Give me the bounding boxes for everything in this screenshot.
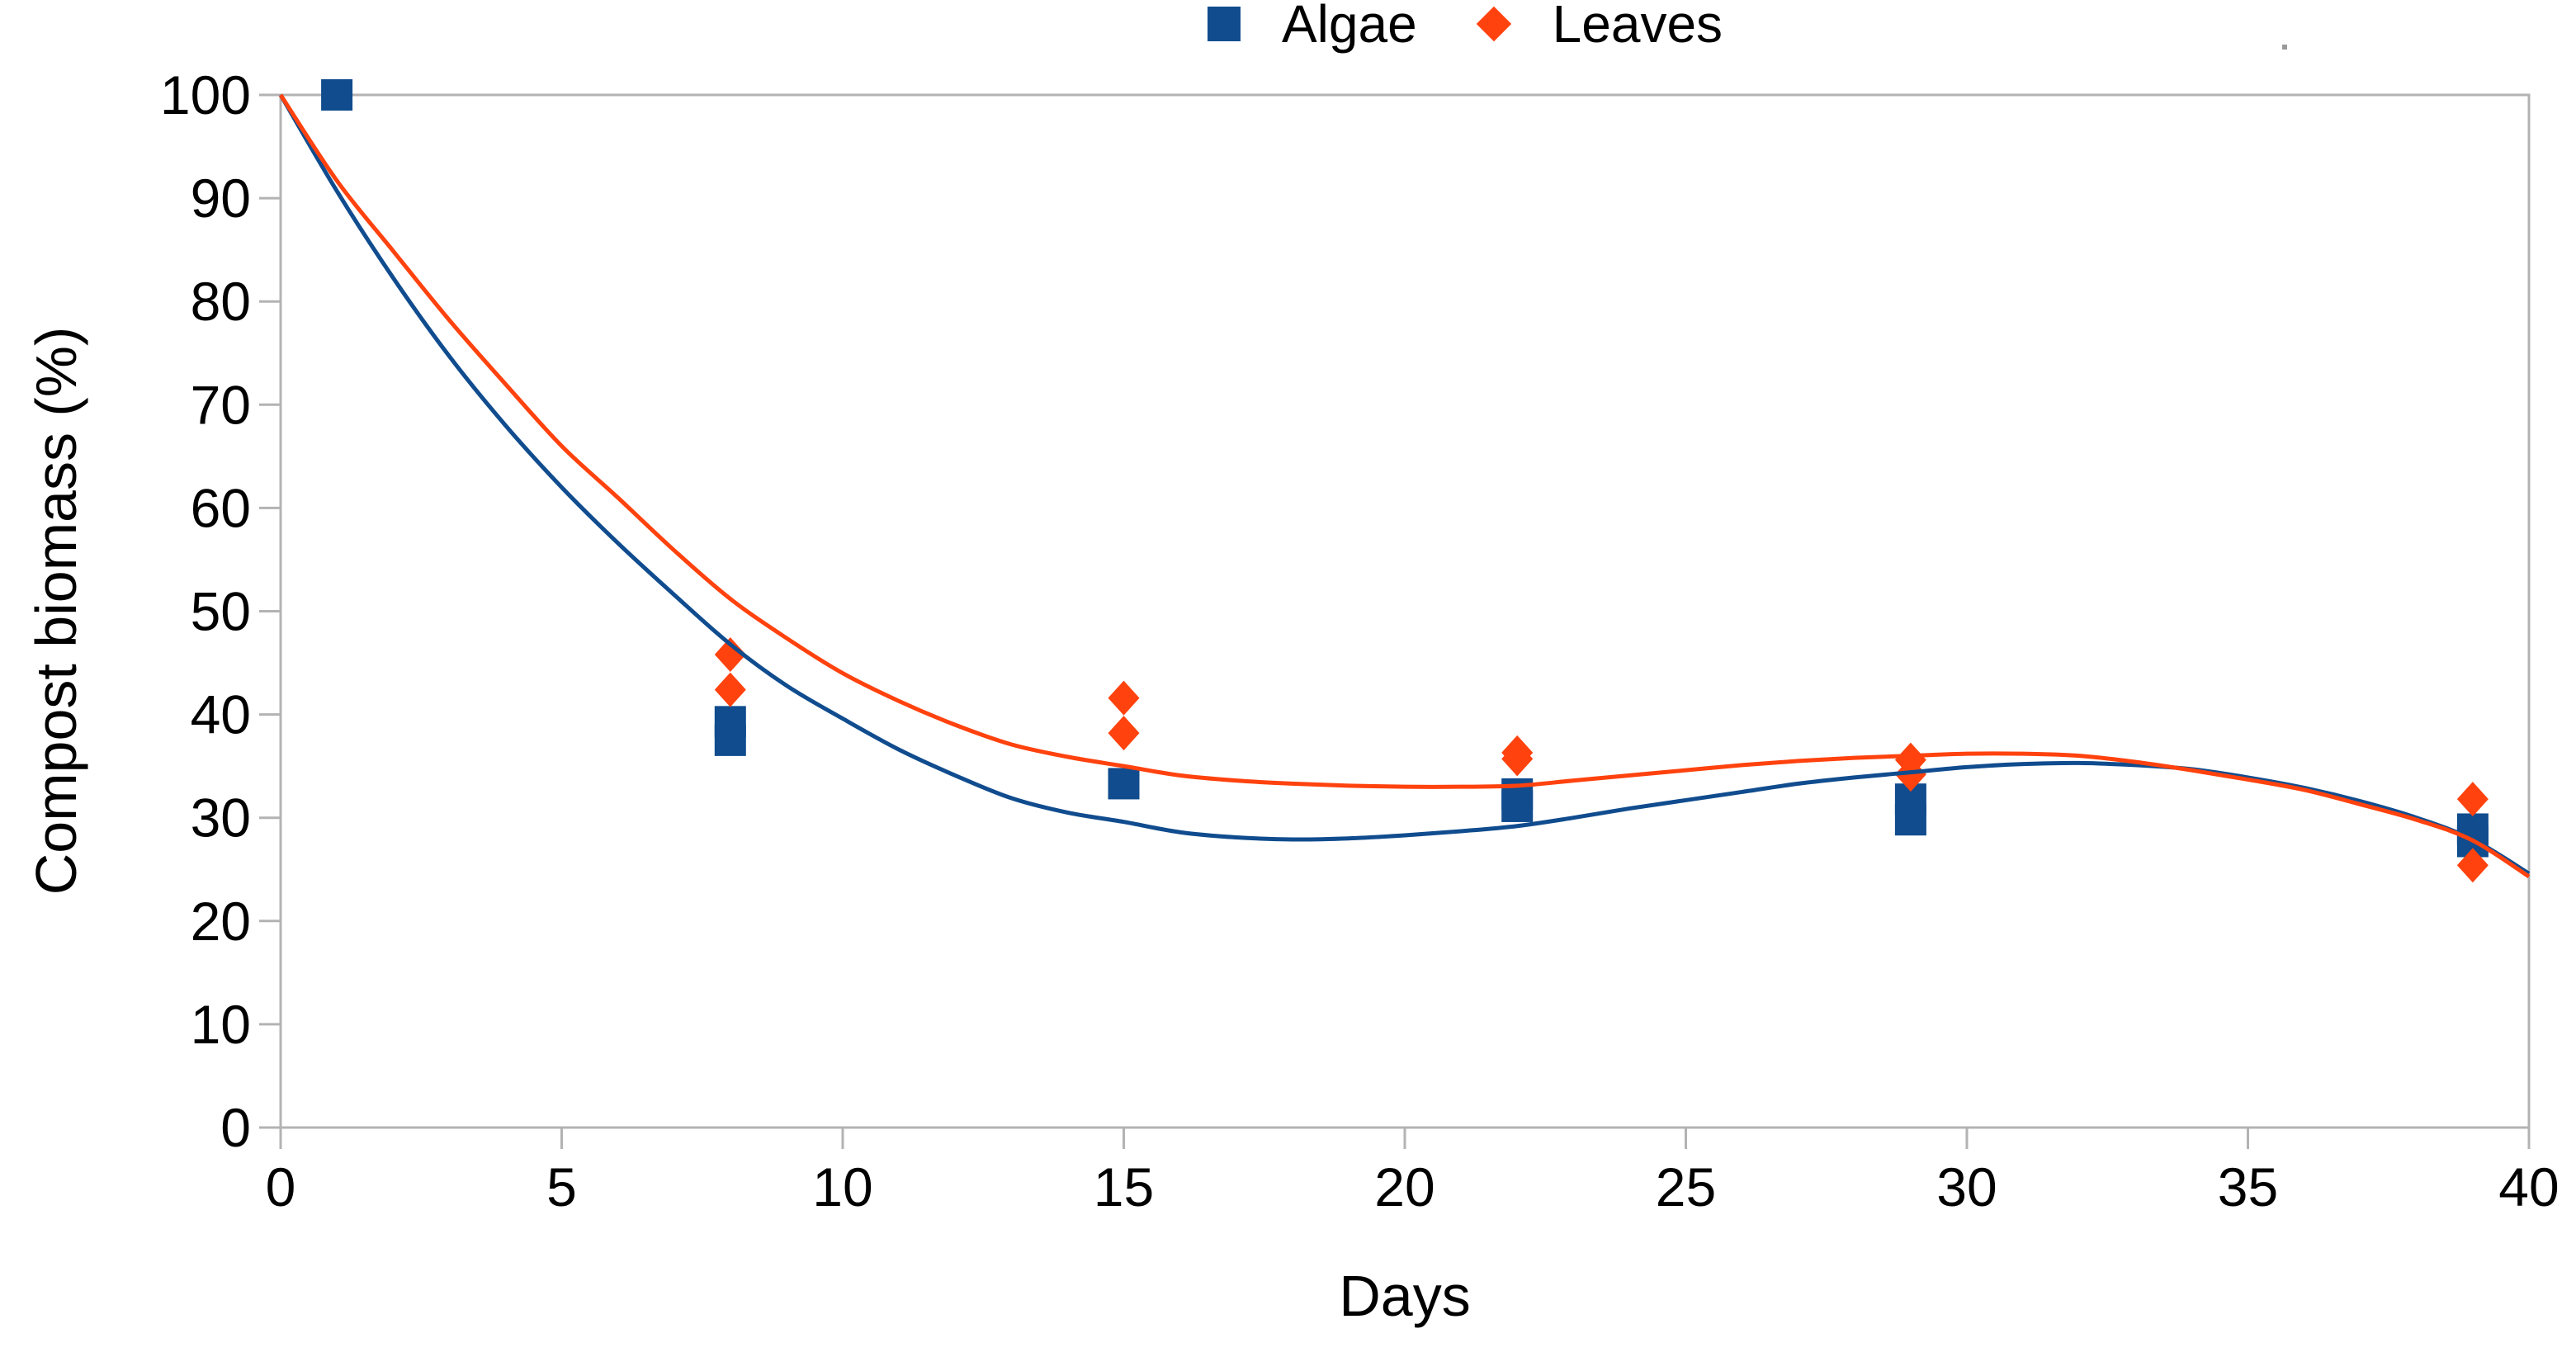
legend: Algae Leaves — [1207, 0, 1723, 54]
y-axis-title: Compost biomass (%) — [24, 326, 88, 896]
data-point-leaves-diamond — [714, 637, 746, 673]
x-axis-tick-label: 25 — [1656, 1156, 1716, 1218]
x-axis-tick-label: 30 — [1936, 1156, 1997, 1218]
data-point-algae-square — [1501, 790, 1534, 822]
x-axis-title: Days — [1339, 1264, 1471, 1328]
data-point-leaves-diamond — [1108, 716, 1140, 751]
legend-label-leaves: Leaves — [1552, 0, 1723, 54]
x-axis-tick-label: 0 — [266, 1156, 296, 1218]
y-axis-tick-label: 50 — [191, 581, 251, 642]
algae-square-swatch-icon — [1207, 7, 1241, 41]
stray-dot — [2282, 45, 2287, 50]
data-point-leaves-diamond — [714, 672, 746, 707]
y-axis-tick-label: 70 — [191, 374, 251, 435]
data-point-algae-square — [321, 79, 353, 111]
data-point-leaves-diamond — [1108, 680, 1140, 716]
data-point-leaves-diamond — [2456, 782, 2489, 817]
x-axis-tick-label: 5 — [546, 1156, 577, 1218]
x-axis-tick-label: 35 — [2218, 1156, 2278, 1218]
y-axis-tick-label: 90 — [191, 168, 251, 229]
legend-label-algae: Algae — [1281, 0, 1417, 54]
data-point-algae-square — [714, 724, 746, 756]
y-axis-tick-label: 100 — [160, 64, 251, 125]
y-axis-tick-label: 40 — [191, 684, 251, 745]
trend-curve-algae — [278, 93, 2531, 876]
data-point-leaves-diamond — [2456, 848, 2489, 883]
plot-frame — [279, 93, 2531, 1129]
y-axis-tick-label: 10 — [191, 994, 251, 1055]
y-axis-tick-label: 80 — [191, 271, 251, 332]
data-point-algae-square — [1894, 804, 1926, 836]
x-axis-tick-label: 15 — [1094, 1156, 1154, 1218]
x-axis-tick-label: 10 — [812, 1156, 872, 1218]
y-axis-tick-label: 30 — [191, 787, 251, 849]
x-axis-tick-label: 20 — [1374, 1156, 1435, 1218]
leaves-diamond-swatch-icon — [1476, 6, 1511, 42]
y-axis-tick-label: 20 — [191, 891, 251, 952]
data-point-leaves-diamond — [1501, 741, 1534, 777]
y-axis-tick-label: 60 — [191, 477, 251, 538]
y-axis-tick-label: 0 — [220, 1097, 251, 1158]
legend-item-leaves: Leaves — [1476, 0, 1723, 54]
legend-item-algae: Algae — [1207, 0, 1417, 54]
data-point-algae-square — [1108, 768, 1140, 800]
trend-curve-leaves — [278, 93, 2531, 879]
x-axis-tick-label: 40 — [2498, 1156, 2559, 1218]
